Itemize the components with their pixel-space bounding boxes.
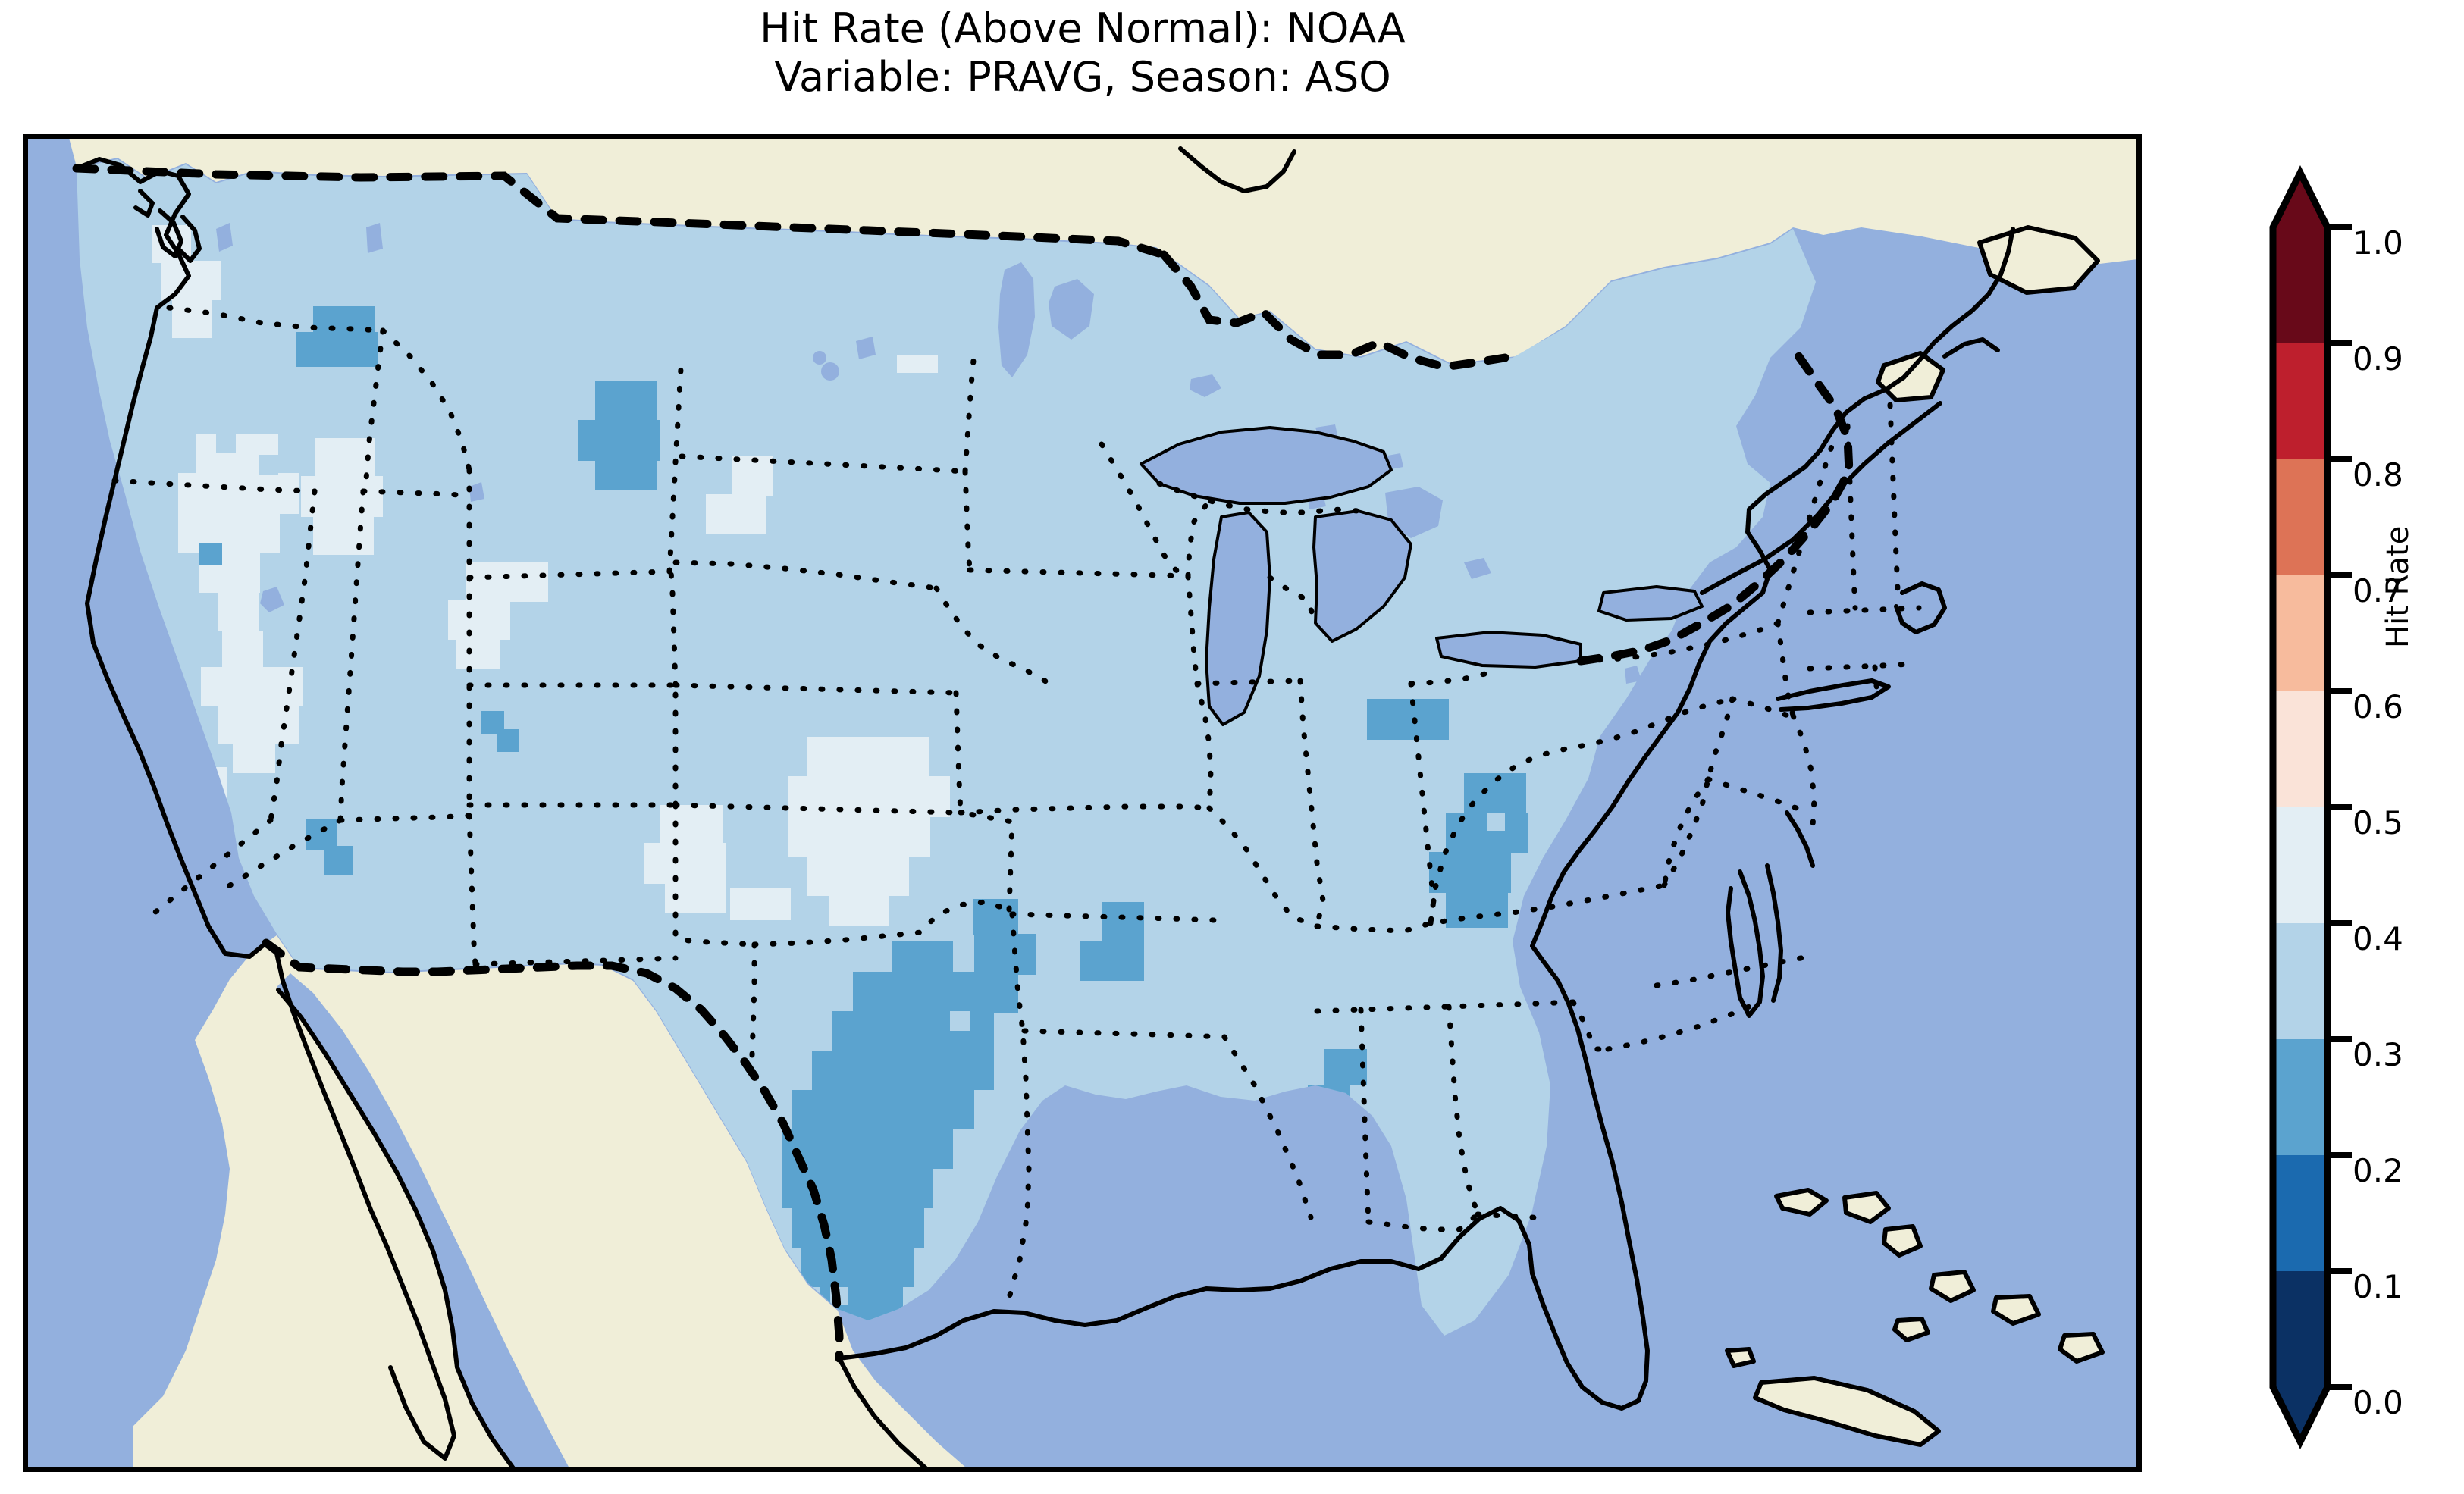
colorbar-tick-0.0: 0.0 (2353, 1384, 2403, 1421)
coastline-layer (74, 146, 2105, 1468)
colorbar-tick-0.6: 0.6 (2353, 688, 2403, 725)
colorbar-canvas (2269, 164, 2352, 1450)
colorbar-bands (2273, 227, 2328, 1387)
colorbar-tick-0.9: 0.9 (2353, 340, 2403, 377)
colorbar-tick-0.2: 0.2 (2353, 1152, 2403, 1189)
map-canvas (27, 138, 2138, 1468)
colorbar-axis-label: Hit Rate (2381, 525, 2415, 648)
state-borders-layer (72, 164, 1922, 1363)
figure-title: Hit Rate (Above Normal): NOAA Variable: … (0, 5, 2165, 101)
colorbar-tick-0.3: 0.3 (2353, 1036, 2403, 1073)
colorbar-over-arrow (2273, 173, 2328, 227)
colorbar-tick-0.7: 0.7 (2353, 572, 2403, 609)
map-axes (23, 134, 2142, 1472)
colorbar-tick-0.8: 0.8 (2353, 456, 2403, 493)
colorbar-tick-1.0: 1.0 (2353, 224, 2403, 262)
colorbar-tick-0.4: 0.4 (2353, 920, 2403, 957)
colorbar-tick-0.1: 0.1 (2353, 1268, 2403, 1305)
colorbar-under-arrow (2273, 1387, 2328, 1442)
colorbar-ticks (2328, 224, 2352, 1390)
title-line-2: Variable: PRAVG, Season: ASO (774, 52, 1391, 101)
colorbar-tick-0.5: 0.5 (2353, 804, 2403, 841)
title-line-1: Hit Rate (Above Normal): NOAA (760, 5, 1406, 52)
colorbar: 1.0 0.9 0.8 0.7 0.6 0.5 0.4 0.3 0.2 0.1 … (2269, 164, 2403, 1450)
lakes-layer (216, 223, 1702, 1468)
